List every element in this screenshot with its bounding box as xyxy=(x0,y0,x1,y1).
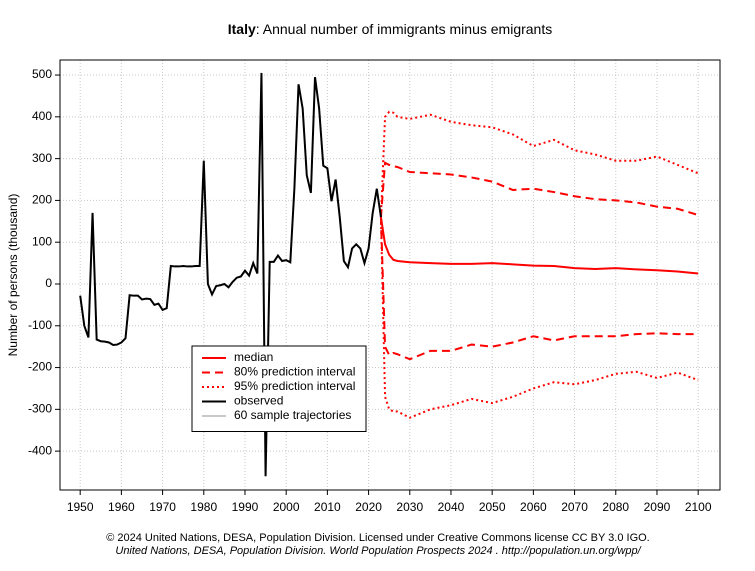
y-tick-label: 400 xyxy=(32,109,52,123)
legend-label: 60 sample trajectories xyxy=(234,408,351,422)
series-line xyxy=(379,217,699,419)
x-tick-label: 2060 xyxy=(520,500,547,514)
series-line xyxy=(379,110,699,218)
legend-label: median xyxy=(234,350,273,364)
y-axis-label: Number of persons (thousand) xyxy=(6,194,20,357)
x-tick-label: 2010 xyxy=(314,500,341,514)
x-tick-label: 1950 xyxy=(67,500,94,514)
chart-title: Italy: Annual number of immigrants minus… xyxy=(228,21,552,37)
y-tick-label: 0 xyxy=(45,276,52,290)
x-tick-label: 1980 xyxy=(190,500,217,514)
legend-box xyxy=(191,345,367,432)
y-tick-label: 500 xyxy=(32,67,52,81)
x-tick-label: 2040 xyxy=(438,500,465,514)
legend-label: observed xyxy=(234,394,283,408)
y-tick-label: -100 xyxy=(28,318,52,332)
y-tick-label: 200 xyxy=(32,193,52,207)
series-line xyxy=(379,217,699,361)
x-tick-label: 2070 xyxy=(561,500,588,514)
x-tick-label: 2090 xyxy=(644,500,671,514)
y-tick-label: -200 xyxy=(28,360,52,374)
legend-label: 95% prediction interval xyxy=(234,379,355,393)
footer-source: United Nations, DESA, Population Divisio… xyxy=(115,545,641,557)
y-tick-label: 100 xyxy=(32,234,52,248)
x-tick-label: 2080 xyxy=(602,500,629,514)
plot-frame xyxy=(59,59,721,491)
x-tick-label: 1960 xyxy=(108,500,135,514)
x-tick-label: 2000 xyxy=(273,500,300,514)
y-tick-label: -300 xyxy=(28,402,52,416)
x-tick-label: 1970 xyxy=(149,500,176,514)
x-tick-label: 2100 xyxy=(685,500,712,514)
footer-license: © 2024 United Nations, DESA, Population … xyxy=(106,532,650,544)
x-tick-label: 2020 xyxy=(355,500,382,514)
series-line xyxy=(379,161,699,218)
x-tick-label: 2030 xyxy=(396,500,423,514)
x-tick-label: 2050 xyxy=(479,500,506,514)
y-tick-label: -400 xyxy=(28,443,52,457)
series-line xyxy=(79,72,382,477)
series-line xyxy=(379,216,699,275)
title-country: Italy xyxy=(228,21,256,37)
legend-label: 80% prediction interval xyxy=(234,365,355,379)
x-tick-label: 1990 xyxy=(232,500,259,514)
title-text: : Annual number of immigrants minus emig… xyxy=(256,21,552,37)
y-tick-label: 300 xyxy=(32,151,52,165)
